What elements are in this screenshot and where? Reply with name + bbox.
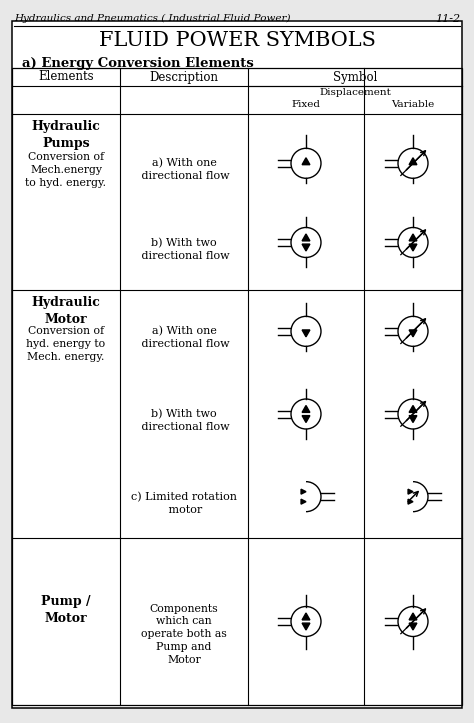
Text: Displacement: Displacement [319,88,391,97]
Text: Description: Description [149,71,219,83]
Text: a) Energy Conversion Elements: a) Energy Conversion Elements [22,57,254,70]
Polygon shape [409,330,417,337]
Polygon shape [302,244,310,251]
Text: 11-2: 11-2 [435,14,460,24]
Text: Conversion of
Mech.energy
to hyd. energy.: Conversion of Mech.energy to hyd. energy… [26,152,107,187]
Polygon shape [302,158,310,165]
Polygon shape [409,234,417,241]
Text: FLUID POWER SYMBOLS: FLUID POWER SYMBOLS [99,31,375,50]
Text: Elements: Elements [38,71,94,83]
Polygon shape [302,613,310,620]
Polygon shape [302,623,310,630]
Polygon shape [301,489,306,494]
Circle shape [291,317,321,346]
Bar [12,68,462,705]
Circle shape [398,399,428,429]
Polygon shape [302,330,310,337]
Text: c) Limited rotation
 motor: c) Limited rotation motor [131,492,237,515]
Polygon shape [408,499,413,504]
Text: a) With one
 directional flow: a) With one directional flow [138,158,230,181]
Text: b) With two
 directional flow: b) With two directional flow [138,409,230,432]
Circle shape [291,148,321,179]
Polygon shape [301,499,306,504]
Polygon shape [409,613,417,620]
Text: a) With one
 directional flow: a) With one directional flow [138,326,230,349]
Circle shape [291,228,321,257]
Text: Hydraulic
Pumps: Hydraulic Pumps [32,120,100,150]
Polygon shape [302,416,310,422]
Text: b) With two
 directional flow: b) With two directional flow [138,237,230,260]
Polygon shape [409,416,417,422]
Circle shape [398,148,428,179]
Text: Fixed: Fixed [292,100,320,109]
Text: Components
which can
operate both as
Pump and
Motor: Components which can operate both as Pum… [141,604,227,664]
Polygon shape [409,406,417,412]
Text: Symbol: Symbol [333,71,377,83]
Text: Pump /
Motor: Pump / Motor [41,594,91,625]
Polygon shape [302,406,310,412]
Text: Hydraulics and Pneumatics ( Industrial Fluid Power): Hydraulics and Pneumatics ( Industrial F… [14,14,291,23]
Circle shape [398,228,428,257]
Polygon shape [409,158,417,165]
Circle shape [291,399,321,429]
Polygon shape [302,234,310,241]
Text: Hydraulic
Motor: Hydraulic Motor [32,296,100,326]
Polygon shape [409,623,417,630]
Circle shape [398,317,428,346]
Polygon shape [408,489,413,494]
Text: Conversion of
hyd. energy to
Mech. energy.: Conversion of hyd. energy to Mech. energ… [27,326,106,362]
Polygon shape [409,244,417,251]
Circle shape [398,607,428,636]
Text: Variable: Variable [392,100,435,109]
Circle shape [291,607,321,636]
